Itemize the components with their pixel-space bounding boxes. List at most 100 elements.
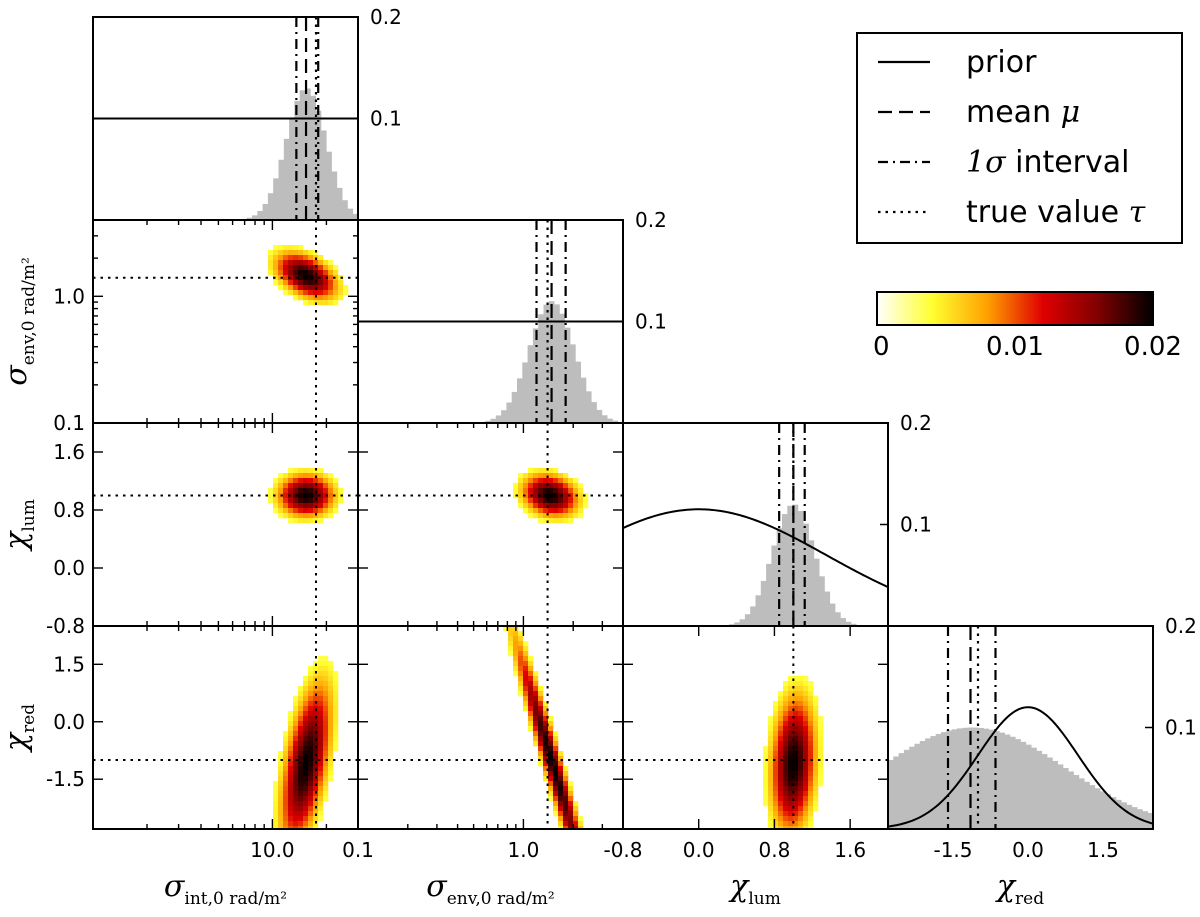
- histogram-bar: [994, 731, 1000, 829]
- histogram-bar: [570, 344, 576, 423]
- histogram-bar: [607, 418, 613, 423]
- histogram-bar: [543, 304, 550, 423]
- histogram-bar: [601, 415, 608, 423]
- prior-curve: [623, 508, 888, 588]
- histogram-bar: [591, 402, 597, 423]
- marginal-tick-label: 0.2: [635, 208, 667, 232]
- histogram-bar: [262, 203, 269, 220]
- joint-panel-sint-senv: [92, 219, 359, 424]
- joint-panel-senv-cred: [357, 625, 624, 830]
- histogram-bar: [538, 314, 544, 423]
- joint-panel-sint-cred: [92, 625, 359, 830]
- histogram-bar: [1052, 760, 1058, 829]
- histogram-bar: [485, 420, 491, 423]
- histogram-bar: [919, 740, 926, 829]
- histogram-bar: [999, 732, 1005, 829]
- histogram-bar: [1020, 741, 1027, 829]
- prior-curve: [888, 706, 1153, 828]
- histogram-bar: [278, 159, 285, 220]
- histogram-bar: [972, 727, 979, 829]
- joint-panel-sint-clum: [92, 422, 359, 627]
- x-tick-label: -0.8: [603, 838, 642, 862]
- histogram-bar: [1126, 804, 1133, 829]
- legend-entry-label: mean μ: [966, 95, 1080, 130]
- histogram-bar: [850, 623, 857, 626]
- histogram-bar: [1110, 797, 1117, 829]
- histogram-bar: [792, 504, 799, 626]
- histogram-bar: [1094, 788, 1101, 829]
- histogram-bar: [575, 361, 581, 423]
- histogram-bar: [803, 523, 809, 626]
- y-tick-label: 1.0: [53, 284, 85, 308]
- histogram-bar: [734, 622, 740, 626]
- density-heatmap: [268, 245, 349, 306]
- y-tick-label: 0.1: [53, 411, 85, 435]
- histogram-bar: [1015, 739, 1021, 829]
- x-tick-label: 0.0: [1012, 838, 1044, 862]
- histogram-bar: [888, 759, 894, 829]
- marginal-panel-senv: [357, 219, 624, 424]
- histogram-bar: [1009, 736, 1016, 829]
- histogram-bar: [596, 409, 603, 423]
- histogram-bar: [490, 418, 497, 423]
- histogram-bar: [527, 345, 534, 423]
- joint-panel-senv-clum: [357, 422, 624, 627]
- histogram-bar: [320, 130, 327, 220]
- histogram-bar: [760, 580, 767, 626]
- marginal-tick-label: 0.2: [370, 5, 402, 29]
- x-axis-label-cred: χred: [995, 869, 1044, 909]
- histogram-bar: [750, 606, 756, 626]
- density-heatmap: [273, 656, 339, 829]
- histogram-bar: [808, 540, 815, 626]
- histogram-bar: [1004, 734, 1011, 829]
- marginal-tick-label: 0.2: [1165, 614, 1197, 638]
- histogram-bar: [352, 213, 358, 220]
- colorbar-gradient: [876, 291, 1154, 326]
- histogram-bar: [1115, 799, 1122, 829]
- histogram-bar: [267, 193, 274, 220]
- y-axis-label-cred: χred: [0, 704, 39, 753]
- histogram-bar: [554, 304, 560, 423]
- histogram-bar: [824, 591, 831, 626]
- histogram-bar: [951, 729, 958, 829]
- histogram-bar: [903, 749, 910, 829]
- histogram-bar: [511, 391, 518, 423]
- histogram-bar: [580, 377, 587, 423]
- histogram-bar: [1100, 791, 1106, 829]
- histogram-bar: [283, 138, 290, 220]
- x-tick-label: 0.1: [342, 838, 374, 862]
- y-tick-label: 0.8: [53, 498, 85, 522]
- histogram-bar: [787, 505, 793, 626]
- y-tick-label: -0.8: [46, 614, 85, 638]
- y-tick-label: 1.5: [53, 652, 85, 676]
- histogram-bar: [506, 402, 513, 423]
- histogram-bar: [1047, 757, 1053, 829]
- histogram-bar: [612, 420, 619, 423]
- histogram-bar: [559, 313, 566, 423]
- y-tick-label: -1.5: [46, 767, 85, 791]
- histogram-bar: [744, 614, 751, 626]
- histogram-bar: [978, 727, 984, 829]
- marginal-tick-label: 0.1: [635, 310, 667, 334]
- x-axis-label-sint: σint,0 rad/m²: [164, 869, 287, 909]
- histogram-bar: [941, 732, 947, 829]
- histogram-bar: [252, 215, 258, 220]
- colorbar-tick-label: 0.02: [1124, 332, 1182, 362]
- histogram-bar: [273, 178, 279, 220]
- tick-group: [357, 626, 624, 829]
- histogram-bar: [1025, 744, 1032, 829]
- tick-group: [357, 423, 624, 627]
- x-axis-label-clum: χlum: [728, 869, 781, 909]
- histogram-bar: [1057, 764, 1064, 829]
- histogram-bar: [829, 603, 836, 626]
- histogram-bar: [782, 514, 788, 626]
- colorbar-tick-label: 0: [873, 332, 890, 362]
- legend-entry-label: 1σ interval: [966, 145, 1130, 180]
- histogram-bar: [1041, 754, 1048, 829]
- histogram-bar: [1105, 794, 1111, 829]
- histogram-bar: [294, 100, 301, 220]
- marginal-tick-label: 0.2: [900, 411, 932, 435]
- marginal-panel-clum: [622, 422, 889, 627]
- histogram-bar: [925, 738, 931, 829]
